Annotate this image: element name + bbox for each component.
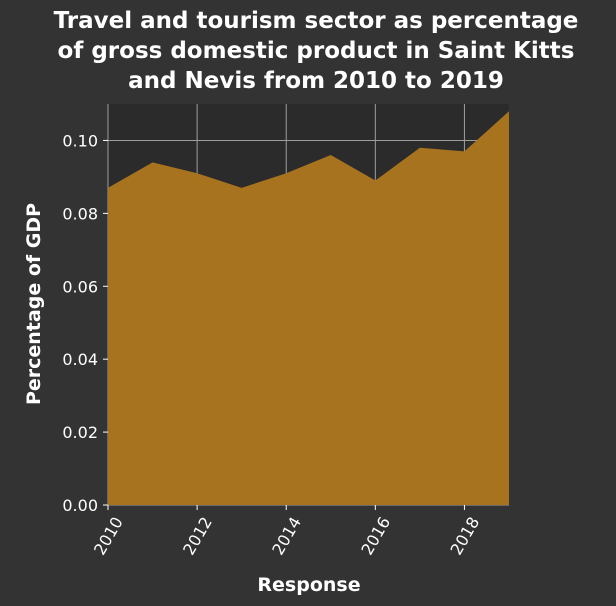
chart-title-line-1: Travel and tourism sector as percentage	[54, 8, 579, 34]
x-axis-label: Response	[257, 574, 360, 596]
chart-title-line-2: of gross domestic product in Saint Kitts	[58, 38, 575, 64]
y-axis-ticks: 0.00 0.02 0.04 0.06 0.08 0.10	[62, 131, 108, 515]
y-tick-label-5: 0.10	[62, 131, 98, 150]
y-tick-label-1: 0.02	[62, 423, 98, 442]
y-tick-label-3: 0.06	[62, 277, 98, 296]
y-tick-label-2: 0.04	[62, 350, 98, 369]
x-tick-label-3: 2016	[357, 514, 394, 559]
y-tick-label-0: 0.00	[62, 496, 98, 515]
x-tick-label-4: 2018	[446, 514, 483, 559]
x-tick-label-0: 2010	[90, 514, 127, 559]
y-axis-label: Percentage of GDP	[23, 203, 45, 405]
x-tick-label-1: 2012	[179, 514, 216, 559]
y-tick-label-4: 0.08	[62, 204, 98, 223]
x-tick-label-2: 2014	[268, 514, 305, 559]
x-axis-ticks: 2010 2012 2014 2016 2018	[90, 505, 483, 558]
area-series	[108, 111, 509, 506]
chart-title-line-3: and Nevis from 2010 to 2019	[128, 68, 504, 94]
